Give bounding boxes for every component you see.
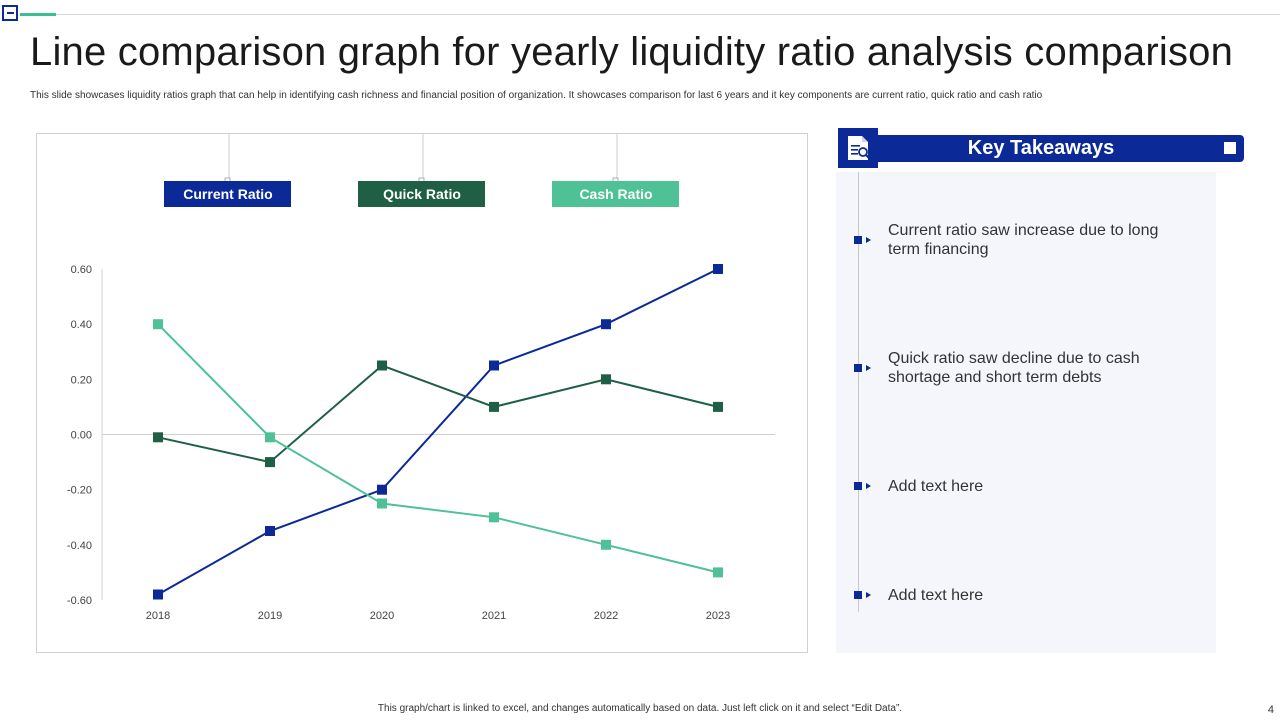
key-takeaways-header: Key Takeaways [878,135,1244,162]
document-search-icon [838,128,878,168]
takeaways-timeline-line [858,172,859,612]
bullet-icon [854,591,862,599]
data-point [153,589,163,600]
data-point [601,374,611,385]
y-tick-label: 0.60 [71,264,92,276]
bullet-icon [854,364,862,372]
y-tick-label: -0.60 [67,595,92,607]
bullet-icon [854,482,862,490]
series-line [157,323,719,574]
legend-label: Current Ratio [183,186,272,202]
data-point [377,484,387,495]
corner-frame-icon [2,5,18,21]
takeaway-item-3: Add text here [888,478,984,495]
page-number: 4 [1267,704,1274,716]
takeaway-item-1: Current ratio saw increase due to long t… [888,222,1159,258]
bullet-icon [854,236,862,244]
data-point [265,432,275,443]
slide-title: Line comparison graph for yearly liquidi… [30,30,1234,74]
data-point [713,264,723,274]
data-point [377,360,387,371]
bullet-arrow-icon [866,365,871,371]
x-tick-label: 2023 [706,610,730,622]
line-chart[interactable]: 0.60 0.40 0.20 0.00 -0.20 -0.40 -0.60 2018 2019 2… [37,134,809,654]
top-divider [56,14,1280,15]
legend-label: Cash Ratio [579,186,652,202]
legend-swatch [164,181,291,207]
legend-swatch [358,181,485,207]
key-takeaways-panel [836,172,1216,653]
y-tick-label: 0.40 [71,319,92,331]
series-line [157,268,719,596]
key-takeaways-title: Key Takeaways [967,137,1115,159]
y-tick-label: -0.40 [67,540,92,552]
data-point [713,567,723,578]
x-tick-label: 2022 [594,610,618,622]
takeaway-item-4: Add text here [888,587,984,604]
bullet-arrow-icon [866,237,871,243]
data-point [489,360,499,371]
data-point [713,401,723,412]
legend-label: Quick Ratio [383,186,461,202]
data-point [153,319,163,330]
data-point [377,498,387,509]
bullet-arrow-icon [866,592,871,598]
x-tick-label: 2021 [482,610,506,622]
legend-swatch [552,181,679,207]
x-tick-label: 2019 [258,610,282,622]
x-tick-label: 2020 [370,610,394,622]
y-tick-label: 0.20 [71,374,92,386]
data-point [601,539,611,550]
data-point [265,526,275,536]
bullet-arrow-icon [866,483,871,489]
data-point [265,457,275,468]
top-accent-line [20,13,56,16]
footer-note: This graph/chart is linked to excel, and… [377,703,903,714]
data-point [601,319,611,330]
takeaway-item-2: Quick ratio saw decline due to cash shor… [888,350,1140,386]
slide-subtitle: This slide showcases liquidity ratios gr… [30,90,1043,101]
y-tick-label: 0.00 [71,430,92,442]
data-point [489,512,499,523]
series-line [157,364,719,464]
data-point [153,432,163,443]
data-point [489,401,499,412]
chart-frame[interactable]: 0.60 0.40 0.20 0.00 -0.20 -0.40 -0.60 2018 2019 2… [36,133,808,653]
y-tick-label: -0.20 [67,485,92,497]
header-square-icon [1224,142,1236,154]
x-tick-label: 2018 [146,610,170,622]
